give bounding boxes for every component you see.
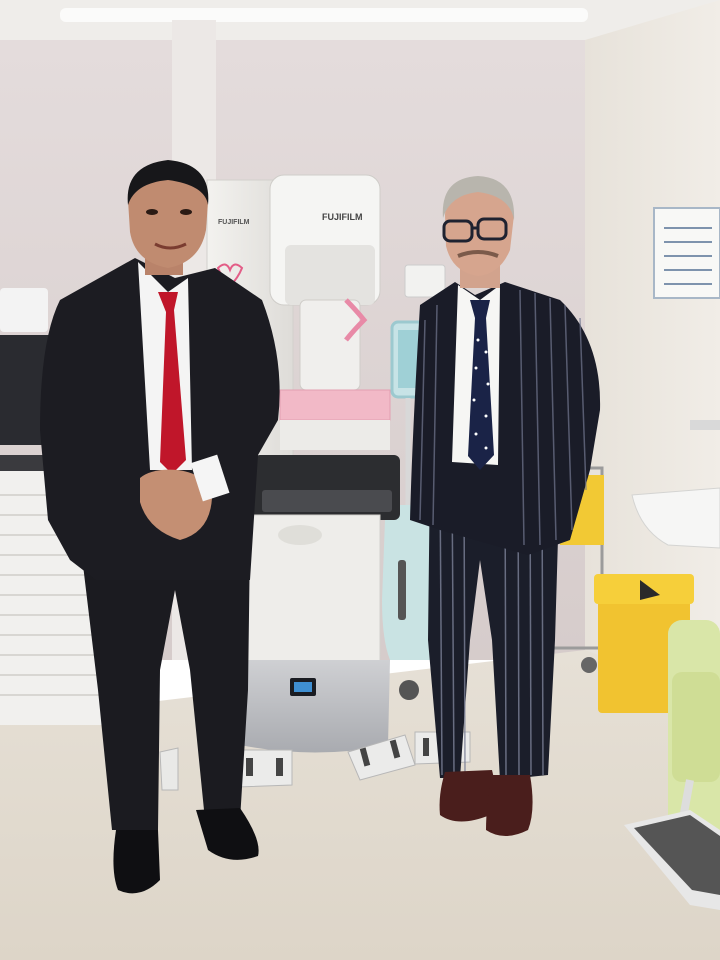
ceiling-light [60,8,588,22]
left-tie [158,292,186,474]
patient-chair [624,620,720,910]
right-shoe-right [486,775,533,836]
left-shoe-left [113,830,160,894]
left-face [127,165,208,268]
left-hair [127,160,209,205]
left-shoe-right [196,808,259,860]
left-hands [140,469,212,540]
person-right [410,176,601,836]
machine-compression-paddle [279,389,391,421]
machine-brand-top: FUJIFILM [322,212,363,222]
left-trousers [80,540,250,830]
right-glasses [442,219,474,243]
yellow-sharps-bin [594,574,694,713]
right-hair [442,176,515,220]
right-tie [468,300,494,470]
machine-brand-side: FUJIFILM [218,219,250,226]
person-left [40,160,280,894]
right-shoe-left [439,770,496,822]
wash-basin [631,420,720,549]
wall-chart [653,207,720,299]
wall-dispenser [404,264,446,298]
